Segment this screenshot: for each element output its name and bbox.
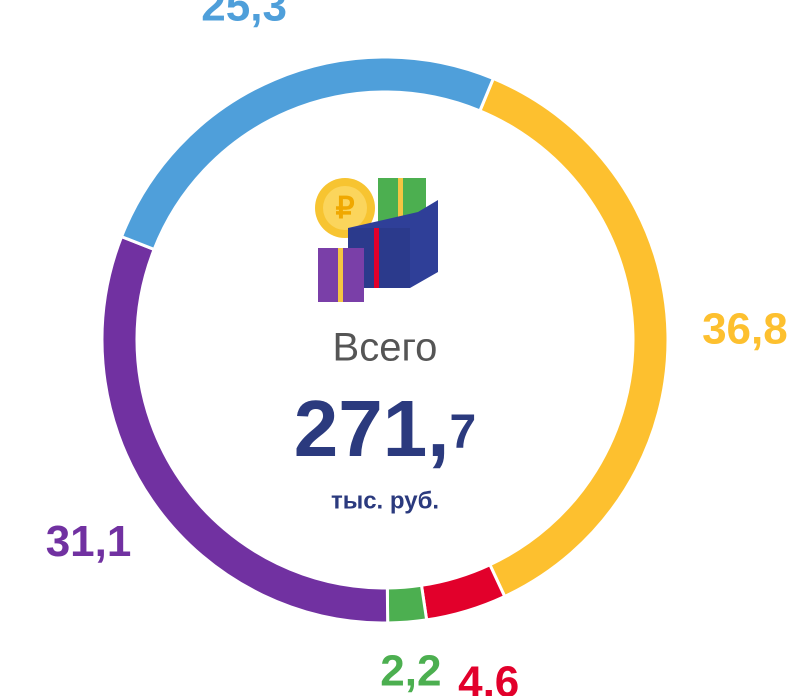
total-main: 271,	[294, 384, 450, 473]
donut-segment	[477, 76, 670, 599]
value-label: 2,2	[380, 647, 441, 696]
total: 271,7	[294, 384, 476, 473]
donut-segment	[119, 55, 496, 252]
donut-segment	[385, 583, 429, 625]
total-fraction: 7	[450, 406, 477, 459]
center-title: Всего	[333, 326, 438, 370]
unit: тыс. руб.	[331, 487, 439, 514]
value-label: 4,6	[458, 657, 519, 696]
svg-text:₽: ₽	[335, 192, 354, 225]
value-label: 25,3	[201, 0, 287, 30]
donut-segment	[419, 562, 507, 622]
value-label: 36,8	[702, 305, 788, 354]
gift-icon: ₽	[315, 178, 438, 302]
value-label: 31,1	[46, 517, 132, 566]
